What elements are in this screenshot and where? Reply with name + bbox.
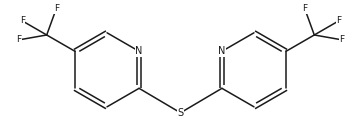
Text: N: N (135, 46, 143, 56)
Text: F: F (54, 4, 59, 13)
Text: F: F (302, 4, 307, 13)
Text: F: F (16, 35, 21, 44)
Text: F: F (336, 16, 342, 25)
Text: F: F (19, 16, 25, 25)
Text: F: F (340, 35, 345, 44)
Text: S: S (178, 108, 183, 118)
Text: N: N (218, 46, 226, 56)
